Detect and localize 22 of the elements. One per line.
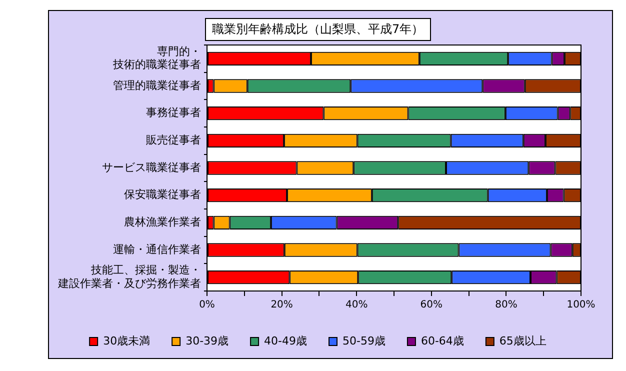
y-tick-label: サービス職業従事者 (102, 160, 201, 174)
legend-label: 50-59歳 (342, 334, 386, 348)
legend-label: 60-64歳 (420, 334, 464, 348)
x-tick-label: 0% (199, 300, 215, 311)
legend-label: 65歳以上 (499, 334, 546, 348)
legend-label: 40-49歳 (264, 334, 308, 348)
chart-title: 職業別年齢構成比（山梨県、平成7年） (205, 18, 431, 41)
x-tick-label: 40% (345, 300, 368, 311)
x-tick-label: 20% (270, 300, 293, 311)
legend-label: 30-39歳 (186, 334, 229, 348)
y-tick-label: 事務従事者 (146, 106, 201, 120)
y-tick-label: 保安職業従事者 (124, 188, 201, 202)
y-tick-label: 技能工、採掘・製造・建設作業者・及び労務作業者 (57, 264, 201, 290)
x-tick-label: 80% (495, 300, 518, 311)
y-tick-label: 販売従事者 (146, 134, 201, 147)
y-tick-label: 管理的職業従事者 (113, 78, 201, 92)
legend-label: 30歳未満 (103, 334, 150, 348)
x-tick-label: 60% (420, 300, 443, 311)
y-tick-label: 運輸・通信作業者 (113, 242, 201, 256)
y-tick-label: 専門的・技術的職業従事者 (112, 44, 201, 72)
x-tick-label: 100% (566, 300, 596, 311)
y-tick-label: 農林漁業作業者 (124, 216, 201, 229)
